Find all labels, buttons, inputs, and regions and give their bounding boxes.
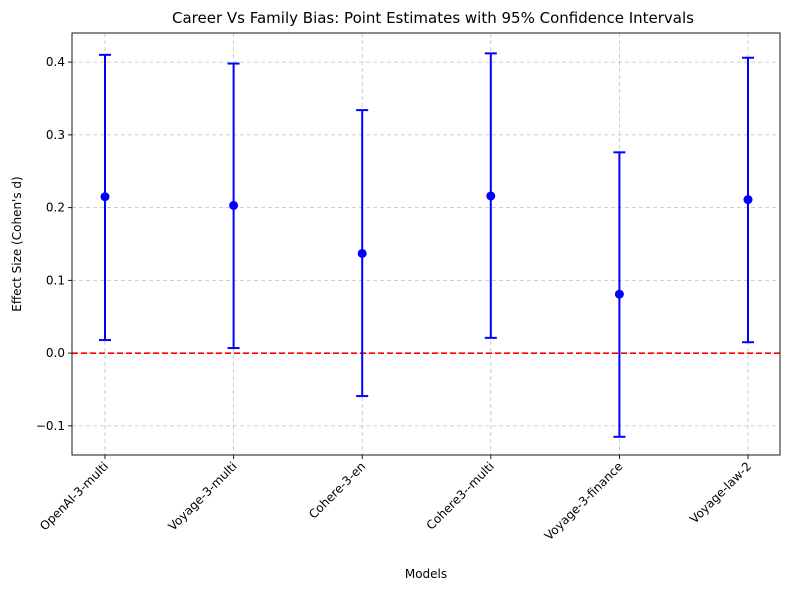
y-axis-label: Effect Size (Cohen's d) (10, 176, 24, 311)
point-estimate-marker (743, 195, 753, 205)
x-axis: OpenAI-3-multi Voyage-3-multi Cohere-3-en C… (37, 455, 754, 543)
grid (72, 33, 780, 455)
x-tick-label: Voyage-3-multi (165, 459, 239, 533)
y-tick-label: −0.1 (36, 419, 65, 433)
y-tick-label: 0.0 (46, 346, 65, 360)
y-tick-label: 0.2 (46, 201, 65, 215)
point-estimate-marker (614, 289, 624, 299)
chart-title: Career Vs Family Bias: Point Estimates w… (172, 9, 694, 27)
x-tick-label: Cohere3--multi (424, 459, 497, 532)
point-estimate-marker (357, 248, 367, 258)
y-tick-label: 0.1 (46, 273, 65, 287)
point-estimate-marker (229, 200, 239, 210)
y-tick-label: 0.4 (46, 55, 65, 69)
y-tick-label: 0.3 (46, 128, 65, 142)
x-tick-label: OpenAI-3-multi (37, 459, 111, 533)
error-bars (99, 52, 754, 438)
x-tick-label: Voyage-3-finance (542, 459, 626, 543)
plot-frame (71, 32, 781, 456)
y-axis: −0.1 0.0 0.1 0.2 0.3 0.4 (36, 55, 72, 433)
point-estimate-marker (486, 191, 496, 201)
x-axis-label: Models (405, 567, 447, 581)
point-estimate-marker (100, 192, 110, 202)
x-tick-label: Cohere-3-en (306, 459, 368, 521)
x-tick-label: Voyage-law-2 (687, 459, 754, 526)
